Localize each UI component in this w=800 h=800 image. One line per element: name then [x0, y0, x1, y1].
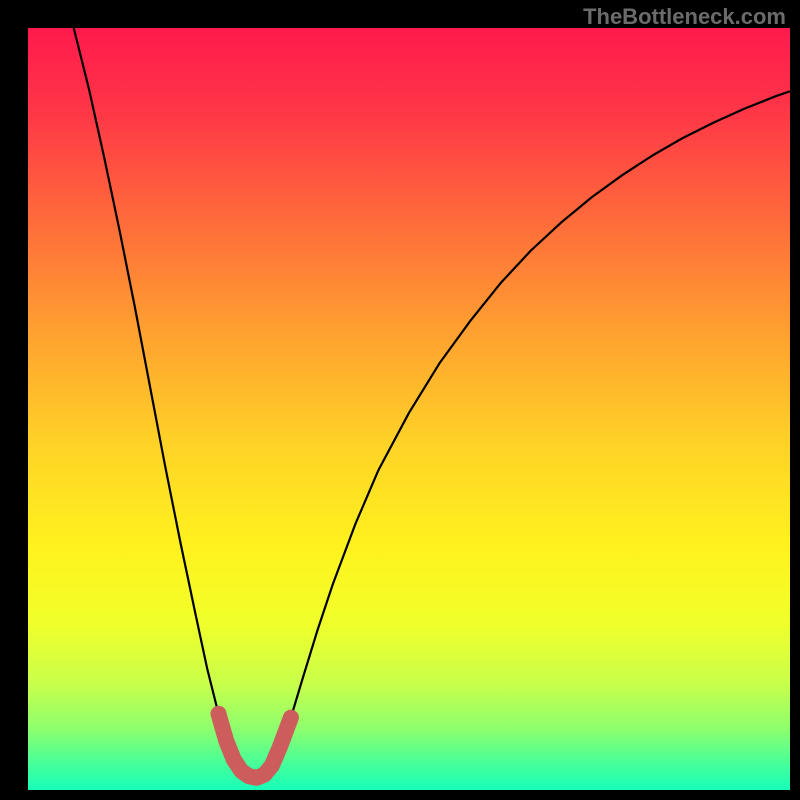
- plot-area: [28, 28, 790, 790]
- watermark-text: TheBottleneck.com: [583, 4, 786, 30]
- chart-frame: TheBottleneck.com: [0, 0, 800, 800]
- chart-svg: [28, 28, 790, 790]
